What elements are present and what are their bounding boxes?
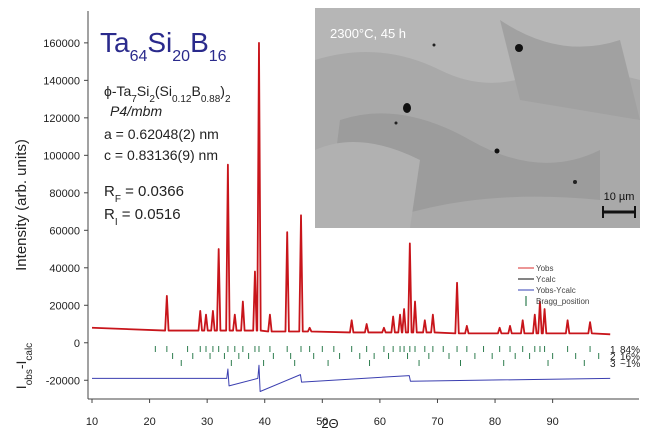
y-tick-label: 60000 [49, 225, 80, 237]
x-tick-label: 30 [201, 416, 213, 428]
pore [495, 149, 500, 154]
text-part: Ta [100, 27, 130, 58]
x-tick-label: 60 [374, 416, 386, 428]
lattice-a-label: a = 0.62048(2) nm [104, 126, 219, 142]
subscript: 64 [130, 48, 148, 65]
text-part: ϕ-Ta [104, 83, 132, 99]
scale-label: 10 µm [604, 191, 635, 203]
x-tick-label: 50 [316, 416, 328, 428]
text-part: (Si [155, 83, 172, 99]
subscript: 16 [209, 48, 227, 65]
y-tick-label: 120000 [43, 113, 80, 125]
y-tick-label: -20000 [46, 375, 80, 387]
text-part: R [104, 183, 115, 200]
phase-fraction: ~1% [620, 359, 640, 370]
text-part: B [190, 27, 209, 58]
text-part: = 0.0366 [121, 183, 184, 200]
text-part: Si [137, 83, 149, 99]
y-tick-label: 40000 [49, 263, 80, 275]
pore [515, 44, 523, 52]
text-part: -I [13, 361, 29, 370]
micrograph: 2300°C, 45 h 10 µm [315, 8, 640, 228]
x-tick-label: 70 [431, 416, 443, 428]
legend-label: Ycalc [536, 275, 556, 284]
page: 2300°C, 45 h 10 µm a = 0.62048(2) nm c =… [0, 0, 646, 434]
x-tick-label: 90 [547, 416, 559, 428]
lattice-c-label: c = 0.83136(9) nm [104, 147, 218, 163]
y-tick-label: 0 [74, 338, 80, 350]
subscript: 20 [172, 48, 190, 65]
y-tick-label: 100000 [43, 150, 80, 162]
x-tick-label: 40 [259, 416, 271, 428]
text-part: B [191, 83, 200, 99]
subscript: calc [24, 343, 35, 361]
y-tick-label: 80000 [49, 188, 80, 200]
subscript: 0.88 [201, 94, 221, 105]
legend-label: Yobs-Ycalc [536, 286, 576, 295]
x-tick-label: 10 [86, 416, 98, 428]
legend-label: Bragg_position [536, 297, 589, 306]
pore [395, 122, 398, 125]
grain [315, 142, 420, 228]
space-group: P4/mbm [110, 103, 162, 119]
text-part: Si [147, 27, 172, 58]
chart: 2300°C, 45 h 10 µm a = 0.62048(2) nm c =… [0, 0, 646, 434]
y-tick-label: 160000 [43, 38, 80, 50]
inset-label: 2300°C, 45 h [330, 26, 406, 41]
text-part: R [104, 206, 115, 223]
pore [573, 180, 577, 184]
y-axis-label: Intensity (arb. units) [13, 139, 30, 271]
y-tick-label: 140000 [43, 75, 80, 87]
text-part: = 0.0516 [118, 206, 181, 223]
pore [403, 103, 411, 113]
y-tick-label: 20000 [49, 300, 80, 312]
subscript: 0.12 [172, 94, 192, 105]
pore [433, 44, 436, 47]
subscript: obs [24, 369, 35, 385]
subscript: 2 [225, 94, 231, 105]
legend-label: Yobs [536, 264, 554, 273]
x-tick-label: 80 [489, 416, 501, 428]
x-tick-label: 20 [143, 416, 155, 428]
phase-number: 3 [610, 359, 616, 370]
